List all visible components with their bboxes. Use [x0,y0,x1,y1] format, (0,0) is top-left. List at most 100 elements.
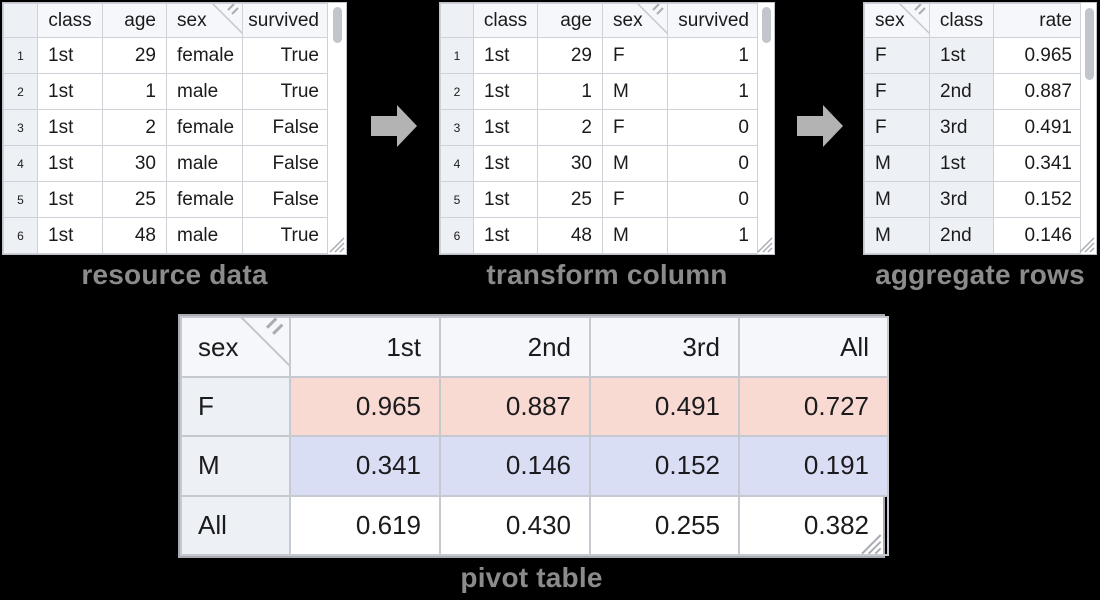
header-row: sex class rate [864,3,1083,38]
table-cell: M [602,217,668,254]
aggregate-grid: sex class rate F 1st 0.965 F 2nd 0.887 F 3rd 0.491 M… [864,3,1083,254]
stage-label-transform-column: transform column [486,259,728,290]
table-cell: 1st [37,181,103,218]
resize-grip-icon[interactable] [858,531,882,555]
table-row: M 0.341 0.146 0.152 0.191 [180,435,889,497]
table-cell: 0.341 [289,435,441,497]
vertical-scrollbar[interactable] [1080,3,1096,254]
vertical-scrollbar[interactable] [757,3,774,254]
table-cell: 2nd [929,73,994,110]
table-cell: 0 [667,109,760,146]
table-row: 1 1st 29 female True [3,37,330,74]
resize-grip-icon[interactable] [755,235,773,253]
table-cell: female [166,181,243,218]
header-cell-survived: survived [667,3,760,38]
table-cell: 0.430 [439,494,591,557]
stage-label-pivot-table: pivot table [460,562,603,593]
table-cell: True [242,37,330,74]
row-index-cell: 5 [440,181,474,218]
table-row: 4 1st 30 male False [3,145,330,182]
table-cell: 1st [473,217,538,254]
row-index-cell: 1 [440,37,474,74]
table-cell: 1 [102,73,167,110]
table-row: M 1st 0.341 [864,145,1083,182]
table-row: All 0.619 0.430 0.255 0.382 [180,494,889,557]
header-cell-sex: sex [864,3,930,38]
table-cell: 0.887 [439,375,591,438]
table-cell: 1st [37,145,103,182]
table-cell: True [242,73,330,110]
table-cell: 2 [102,109,167,146]
table-cell: M [602,145,668,182]
transform-column-table: class age sex survived 1 1st 29 F 1 2 1st 1 M 1 3 1st 2 F… [439,2,775,255]
resize-grip-icon[interactable] [1077,235,1095,253]
table-cell: 48 [537,217,603,254]
resize-grip-icon[interactable] [327,235,345,253]
row-index-cell: 6 [3,217,38,254]
table-cell: F [864,73,930,110]
table-cell: 1st [473,73,538,110]
table-row: 4 1st 30 M 0 [440,145,760,182]
table-cell: All [180,494,291,557]
table-row: 3 1st 2 female False [3,109,330,146]
table-cell: male [166,145,243,182]
arrow-right-icon [797,105,843,147]
row-index-cell: 1 [3,37,38,74]
scrollbar-thumb[interactable] [333,7,342,43]
table-cell: False [242,181,330,218]
table-cell: 1st [473,145,538,182]
header-cell-age: age [102,3,167,38]
table-cell: male [166,73,243,110]
header-cell-3rd: 3rd [589,316,740,378]
table-row: 2 1st 1 M 1 [440,73,760,110]
table-cell: M [180,435,291,497]
table-row: F 2nd 0.887 [864,73,1083,110]
table-cell: M [864,145,930,182]
table-cell: 1 [667,73,760,110]
table-row: F 0.965 0.887 0.491 0.727 [180,375,889,438]
table-cell: False [242,109,330,146]
table-cell: 30 [537,145,603,182]
table-cell: 0.382 [738,494,889,557]
header-cell-index [440,3,474,38]
table-cell: 0.255 [589,494,740,557]
table-cell: F [864,109,930,146]
table-cell: 3rd [929,181,994,218]
table-cell: 1 [667,217,760,254]
stage-label-aggregate-rows: aggregate rows [875,259,1085,290]
arrow-right-icon [371,105,417,147]
table-cell: 1st [37,37,103,74]
row-index-cell: 5 [3,181,38,218]
table-cell: F [180,375,291,438]
table-cell: 0.152 [993,181,1083,218]
table-row: F 3rd 0.491 [864,109,1083,146]
table-row: 6 1st 48 male True [3,217,330,254]
stage-label-resource-data: resource data [81,259,268,290]
resource-grid: class age sex survived 1 1st 29 female True 2 1st 1… [3,3,330,254]
table-cell: 1 [537,73,603,110]
table-cell: 0.152 [589,435,740,497]
table-cell: 0.491 [993,109,1083,146]
scrollbar-thumb[interactable] [762,7,771,43]
table-cell: 0.619 [289,494,441,557]
table-cell: 1st [473,109,538,146]
table-cell: 0.887 [993,73,1083,110]
table-cell: 0.965 [993,37,1083,74]
row-index-cell: 2 [440,73,474,110]
table-row: 3 1st 2 F 0 [440,109,760,146]
vertical-scrollbar[interactable] [327,3,346,254]
table-cell: M [602,73,668,110]
header-row: sex 1st 2nd 3rd All [180,316,889,378]
table-cell: 1st [929,145,994,182]
resource-data-table: class age sex survived 1 1st 29 female True 2 1st 1… [2,2,347,255]
table-row: 5 1st 25 F 0 [440,181,760,218]
row-index-cell: 2 [3,73,38,110]
table-cell: 25 [537,181,603,218]
scrollbar-thumb[interactable] [1084,8,1094,80]
table-cell: 1st [37,109,103,146]
table-cell: female [166,37,243,74]
table-cell: 0.965 [289,375,441,438]
fold-corner-icon [637,4,667,34]
row-index-cell: 3 [3,109,38,146]
table-cell: 0.341 [993,145,1083,182]
